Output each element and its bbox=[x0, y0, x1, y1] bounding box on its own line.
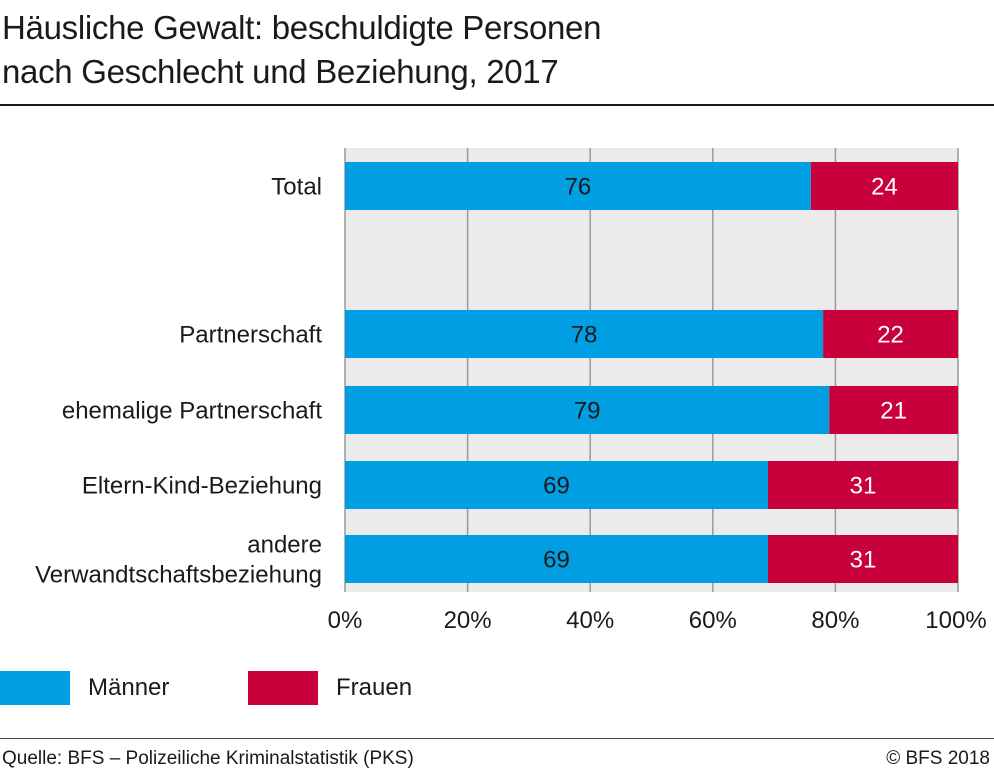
bar-maenner-1 bbox=[345, 310, 824, 358]
bar-maenner-3 bbox=[345, 461, 768, 509]
x-tick-label-1: 20% bbox=[444, 607, 492, 634]
data-label-frauen-1: 22 bbox=[877, 322, 904, 349]
legend-label-maenner: Männer bbox=[88, 674, 170, 701]
bar-frauen-0 bbox=[810, 162, 958, 210]
legend-item-maenner: Männer bbox=[0, 670, 169, 706]
copyright-note: © BFS 2018 bbox=[886, 748, 990, 769]
x-tick-label-4: 80% bbox=[811, 607, 859, 634]
x-tick-label-3: 60% bbox=[689, 607, 737, 634]
data-label-maenner-4: 69 bbox=[543, 547, 570, 574]
chart-title-line-1: Häusliche Gewalt: beschuldigte Personen bbox=[2, 9, 602, 46]
chart-title: Häusliche Gewalt: beschuldigte Personen … bbox=[2, 6, 982, 94]
data-label-frauen-2: 21 bbox=[880, 398, 907, 425]
bar-maenner-0 bbox=[345, 162, 811, 210]
data-label-maenner-1: 78 bbox=[571, 322, 598, 349]
data-label-frauen-3: 31 bbox=[850, 473, 877, 500]
x-tick-label-2: 40% bbox=[566, 607, 614, 634]
source-note: Quelle: BFS – Polizeiliche Kriminalstati… bbox=[2, 748, 414, 769]
data-label-maenner-3: 69 bbox=[543, 473, 570, 500]
category-label-1: Partnerschaft bbox=[179, 322, 322, 349]
legend-swatch-maenner bbox=[0, 671, 70, 705]
footer-divider bbox=[0, 738, 994, 739]
data-label-maenner-0: 76 bbox=[565, 174, 592, 201]
legend-swatch-frauen bbox=[248, 671, 318, 705]
category-label-4-line-0: andere bbox=[247, 532, 322, 559]
bar-maenner-4 bbox=[345, 535, 768, 583]
category-label-3: Eltern-Kind-Beziehung bbox=[82, 473, 322, 500]
chart-legend: Männer Frauen bbox=[0, 670, 994, 706]
bar-frauen-1 bbox=[823, 310, 958, 358]
plot-background bbox=[345, 148, 958, 592]
x-tick-label-5: 100% bbox=[925, 607, 986, 634]
data-label-maenner-2: 79 bbox=[574, 398, 601, 425]
legend-label-frauen: Frauen bbox=[336, 674, 413, 701]
data-label-frauen-0: 24 bbox=[871, 174, 898, 201]
bar-maenner-2 bbox=[345, 386, 830, 434]
x-tick-label-0: 0% bbox=[328, 607, 363, 634]
category-label-2: ehemalige Partnerschaft bbox=[62, 398, 322, 425]
category-label-4-line-1: Verwandtschaftsbeziehung bbox=[35, 562, 322, 589]
chart-title-line-2: nach Geschlecht und Beziehung, 2017 bbox=[2, 53, 559, 90]
bar-frauen-3 bbox=[767, 461, 958, 509]
title-divider bbox=[0, 104, 994, 106]
data-label-frauen-4: 31 bbox=[850, 547, 877, 574]
bar-frauen-4 bbox=[767, 535, 958, 583]
stacked-bar-chart: 76 24 78 22 79 21 69 31 69 31 Total Partnerschaft eh… bbox=[35, 148, 987, 634]
category-label-0: Total bbox=[271, 174, 322, 201]
legend-item-frauen: Frauen bbox=[248, 670, 412, 706]
bar-frauen-2 bbox=[829, 386, 958, 434]
